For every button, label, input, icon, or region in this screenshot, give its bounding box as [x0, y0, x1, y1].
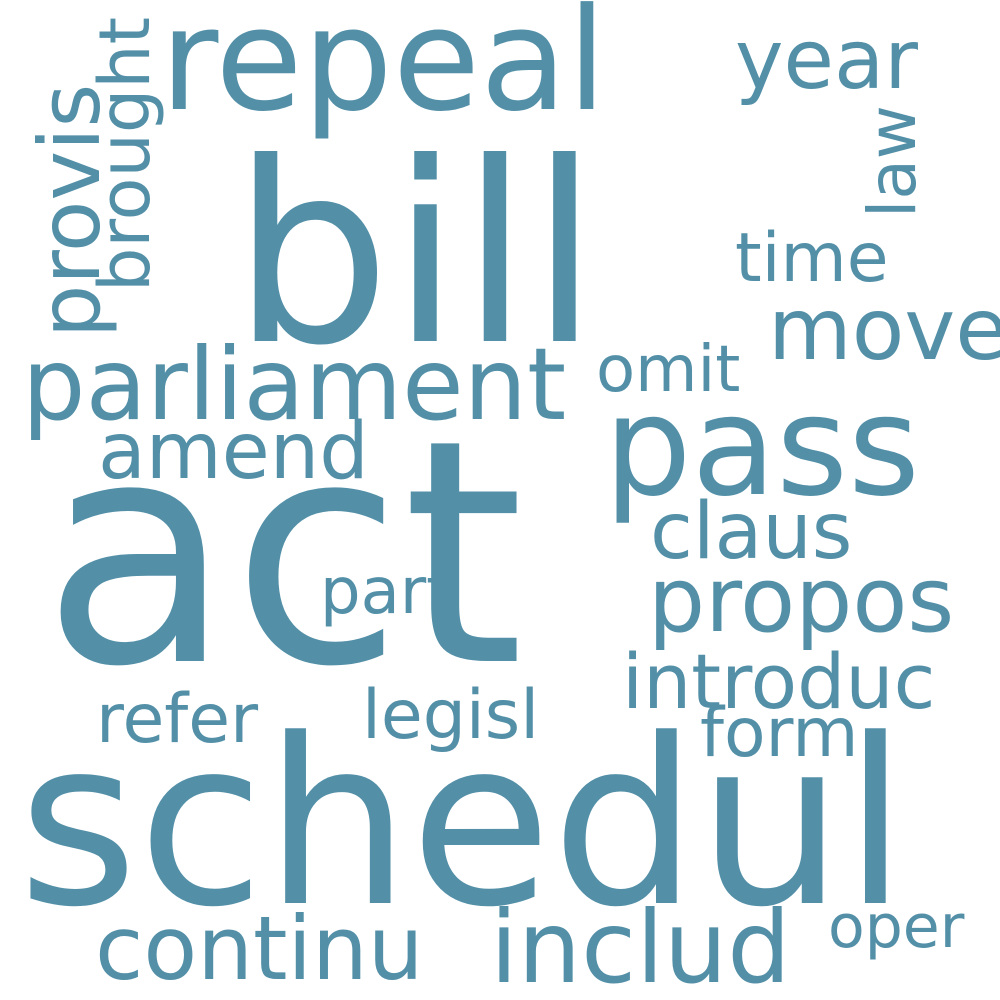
- word-omit: omit: [596, 333, 741, 407]
- word-parliament: parliament: [22, 326, 567, 443]
- word-oper: oper: [828, 892, 965, 962]
- word-form: form: [700, 694, 859, 773]
- word-move: move: [768, 280, 1000, 380]
- word-bill: bill: [232, 109, 600, 400]
- word-refer: refer: [96, 680, 259, 759]
- word-introduc: introduc: [622, 637, 936, 726]
- word-legisl: legisl: [362, 676, 540, 755]
- word-time: time: [735, 219, 889, 298]
- word-repeal: repeal: [160, 0, 607, 143]
- word-law: law: [854, 105, 931, 218]
- word-year: year: [735, 13, 918, 108]
- word-includ: includ: [490, 889, 791, 1000]
- word-propos: propos: [648, 548, 955, 653]
- word-brought: brought: [84, 16, 166, 292]
- word-continu: continu: [95, 897, 424, 1000]
- word-act: act: [42, 374, 524, 735]
- word-amend: amend: [98, 407, 369, 497]
- word-claus: claus: [650, 487, 853, 577]
- word-part: part: [320, 555, 452, 629]
- word-schedul: schedul: [18, 691, 908, 958]
- word-pass: pass: [604, 366, 920, 527]
